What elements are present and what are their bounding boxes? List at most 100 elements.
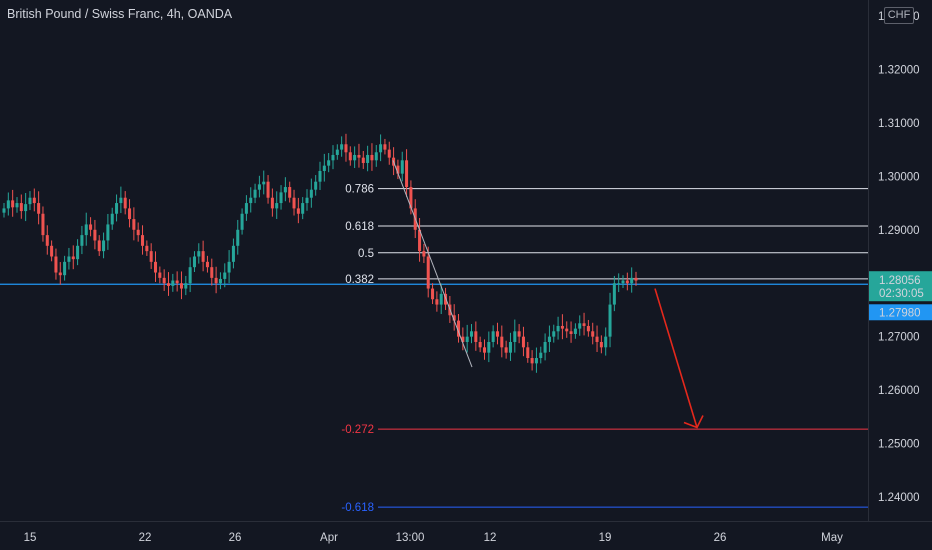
candle-body [184,283,188,289]
candle-body [309,189,313,198]
candle-body [253,189,257,198]
bar-countdown: 02:30:05 [879,288,924,300]
candle-body [327,160,331,166]
candle-body [582,323,586,326]
candle-body [41,213,45,236]
candle-body [102,240,106,252]
candle-body [500,336,504,348]
fib-level-label: 0.786 [345,184,374,196]
fib-trend-line [392,160,473,368]
candle-body [45,235,49,246]
candle-body [560,325,564,329]
candle-body [262,181,266,185]
candle-body [314,181,318,190]
candle-body [132,219,136,230]
candle-body [32,197,36,204]
currency-unit-badge[interactable]: CHF [884,7,914,24]
candle-body [123,197,127,209]
candle-body [495,331,499,337]
time-axis: 15 22 26 Apr 13:00 12 19 26 May [0,521,932,544]
candle-body [405,160,409,188]
fib-level-label: 0.618 [345,221,374,233]
candle-body [383,144,387,150]
candle-body [621,280,625,284]
candle-body [547,336,551,342]
candle-body [153,261,158,273]
candle-body [400,160,404,174]
candle-body [162,277,166,284]
candle-body [76,245,80,260]
candle-body [145,245,149,252]
candle-body [266,181,270,198]
candle-body [171,280,175,286]
candle-body [188,267,192,284]
candle-body [19,203,23,212]
time-tick-label: 13:00 [396,532,425,544]
candle-body [625,280,629,284]
fib-level-label: 0.5 [358,248,374,260]
candle-body [292,197,296,209]
candle-body [244,203,248,214]
candle-body [573,328,577,334]
candle-body [617,283,621,285]
candle-body [357,154,361,158]
candle-body [431,288,435,300]
candle-body [322,165,326,171]
candle-body [565,328,569,332]
time-tick-label: 26 [229,532,242,544]
candle-body [128,208,132,220]
time-tick-label: 19 [599,532,612,544]
candle-body [301,203,305,214]
candle-body [513,331,517,342]
candle-body [409,187,413,209]
price-tick-label: 1.26000 [878,385,920,397]
candle-body [270,197,274,209]
candle-body [283,187,287,193]
candle-body [214,277,218,284]
candle-body [93,229,97,241]
candle-body [361,157,365,163]
candle-body [63,261,67,276]
candle-body [110,213,114,225]
candle-body [205,261,209,268]
candle-body [452,315,456,321]
candle-body [526,347,530,359]
candle-body [227,261,231,273]
candle-body [634,277,638,281]
candle-body [534,358,538,364]
candle-body [591,331,595,337]
fib-level-label: -0.618 [341,502,374,514]
candle-body [387,149,391,158]
time-tick-label: 15 [24,532,37,544]
candle-body [223,272,227,279]
candle-body [50,245,54,257]
candle-body [141,235,145,246]
candle-body [366,154,370,163]
candle-body [249,197,253,204]
candle-body [305,197,309,204]
candle-body [240,213,244,230]
fib-level-label: 0.382 [345,274,374,286]
candle-body [67,256,71,262]
candle-body [608,304,612,337]
candle-body [474,331,478,342]
candle-body [604,336,608,348]
candle-body [54,256,58,273]
candle-body [119,197,123,204]
candle-body [335,149,339,155]
candle-body [439,293,443,305]
price-tick-label: 1.25000 [878,439,920,451]
candle-body [331,154,335,161]
time-tick-label: 22 [139,532,152,544]
candle-body [578,323,582,329]
candle-body [348,152,352,161]
candle-body [435,299,439,305]
candle-body [374,152,378,161]
candle-body [521,336,525,348]
candle-body [97,240,101,252]
candle-body [491,331,495,342]
price-tick-label: 1.24000 [878,492,920,504]
candle-body [197,251,201,257]
candle-body [630,277,634,284]
